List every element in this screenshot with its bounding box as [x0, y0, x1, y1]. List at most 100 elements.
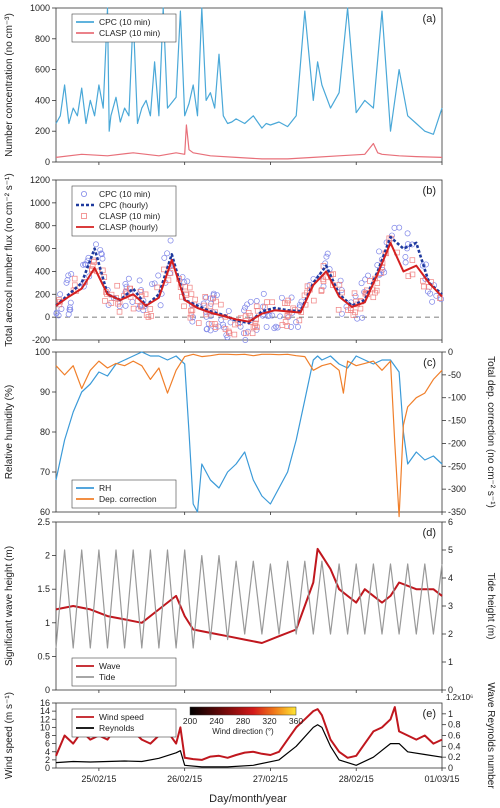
scatter-point-clasp	[231, 331, 238, 338]
scatter-point-cpc	[253, 298, 260, 304]
scatter-point-clasp	[130, 305, 137, 312]
series-line-dep-correction	[55, 353, 443, 518]
y-axis-title: Wind speed (m s⁻¹)	[4, 692, 15, 779]
scatter-point-clasp	[212, 324, 219, 331]
series-line-clasp-10-min-	[55, 124, 443, 160]
scatter-point-cpc	[65, 272, 72, 279]
y-right-tick-label: -200	[448, 438, 466, 448]
scatter-point-cpc	[55, 312, 62, 319]
scatter-point-cpc	[337, 277, 344, 284]
legend-entry: Wind speed	[99, 712, 144, 722]
scatter-point-cpc	[278, 294, 285, 301]
scatter-point-clasp	[196, 320, 202, 326]
y-right-tick-label: 0	[448, 347, 453, 357]
scatter-point-cpc	[323, 253, 330, 260]
scatter-point-clasp	[192, 296, 198, 303]
scatter-point-cpc	[295, 323, 301, 330]
scatter-point-cpc	[296, 301, 303, 308]
scatter-point-cpc	[402, 259, 409, 266]
scatter-point-clasp	[115, 300, 121, 307]
scatter-point-clasp	[218, 301, 224, 308]
scatter-point-clasp	[304, 283, 311, 289]
scatter-point-cpc	[352, 293, 359, 300]
y-tick-label: 600	[35, 65, 50, 75]
legend-box	[71, 657, 177, 687]
scatter-point-clasp	[108, 300, 115, 306]
scatter-point-clasp	[370, 294, 377, 301]
y-right-axis-title: Tide height (m)	[485, 573, 496, 640]
y-axis-title: Significant wave height (m)	[4, 546, 15, 666]
scatter-point-clasp	[207, 303, 214, 310]
scatter-point-clasp	[89, 263, 96, 269]
y-tick-label: 0	[45, 312, 50, 322]
y-tick-label: 0	[45, 157, 50, 167]
scatter-point-clasp	[243, 330, 249, 337]
scatter-point-clasp	[210, 295, 216, 302]
y-tick-label: 90	[40, 387, 50, 397]
scatter-point-cpc	[57, 291, 64, 298]
y-tick-label: 400	[35, 266, 50, 276]
scatter-point-clasp	[90, 257, 97, 264]
y-right-tick-label: -350	[448, 507, 466, 517]
scatter-point-clasp	[187, 314, 194, 321]
y-tick-label: 14	[40, 706, 50, 716]
scatter-point-clasp	[116, 309, 123, 315]
scatter-point-clasp	[373, 287, 380, 294]
scatter-point-cpc	[80, 261, 87, 268]
scatter-point-cpc	[396, 224, 403, 231]
scatter-point-cpc	[365, 272, 371, 279]
panel-b: -200 0 200 400 600 800 1000 1200 (b) Total aeroso…	[4, 173, 445, 347]
scatter-point-clasp	[254, 324, 260, 331]
scatter-point-cpc	[149, 281, 155, 287]
series-line-reynolds	[55, 724, 443, 768]
legend-entry: CPC (hourly)	[99, 200, 148, 210]
scatter-point-clasp	[247, 312, 253, 319]
x-tick-label: 25/02/15	[81, 774, 116, 784]
y-tick-label: 6	[45, 739, 50, 749]
panel-label: (d)	[423, 527, 436, 539]
scatter-point-cpc	[66, 304, 73, 311]
legend-entry: Tide	[99, 672, 115, 682]
y-axis-title: Number concentration (no cm⁻³)	[4, 13, 15, 157]
scatter-point-cpc	[97, 247, 104, 253]
scatter-point-clasp	[142, 291, 149, 298]
scatter-point-clasp	[249, 330, 256, 337]
y-tick-label: 1.5	[37, 584, 50, 594]
y-right-tick-label: 0.4	[448, 741, 461, 751]
y-right-tick-label: -250	[448, 461, 466, 471]
scatter-point-cpc	[68, 271, 75, 278]
scatter-point-cpc	[242, 304, 249, 311]
colorbar-tick-label: 280	[236, 716, 250, 726]
legend-entry: RH	[99, 483, 111, 493]
scatter-point-clasp	[320, 276, 326, 283]
scatter-point-clasp	[420, 278, 426, 284]
y-right-tick-label: 1	[448, 657, 453, 667]
scatter-point-clasp	[345, 307, 351, 313]
x-tick-label: 28/02/15	[339, 774, 374, 784]
scatter-point-cpc	[220, 324, 227, 331]
scatter-point-clasp	[264, 299, 270, 305]
scatter-point-clasp	[357, 305, 364, 312]
colorbar-tick-label: 240	[209, 716, 223, 726]
y-right-tick-label: 6	[448, 517, 453, 527]
y-right-tick-label: -300	[448, 484, 466, 494]
y-right-tick-label: 0	[448, 685, 453, 695]
scatter-point-clasp	[213, 298, 219, 305]
scatter-point-cpc	[122, 280, 129, 287]
scatter-point-clasp	[253, 303, 260, 310]
scatter-point-clasp	[147, 306, 154, 312]
scatter-point-clasp	[181, 303, 187, 310]
scatter-point-cpc	[155, 272, 162, 279]
scatter-point-cpc	[138, 287, 145, 294]
y-tick-label: 600	[35, 244, 50, 254]
series-line-cpc-hourly-	[55, 235, 443, 325]
scatter-point-cpc	[179, 274, 186, 281]
scatter-point-cpc	[419, 262, 426, 269]
y-tick-label: 80	[40, 427, 50, 437]
scatter-point-cpc	[263, 323, 270, 330]
scatter-point-clasp	[252, 320, 259, 327]
colorbar-tick-label: 320	[262, 716, 276, 726]
